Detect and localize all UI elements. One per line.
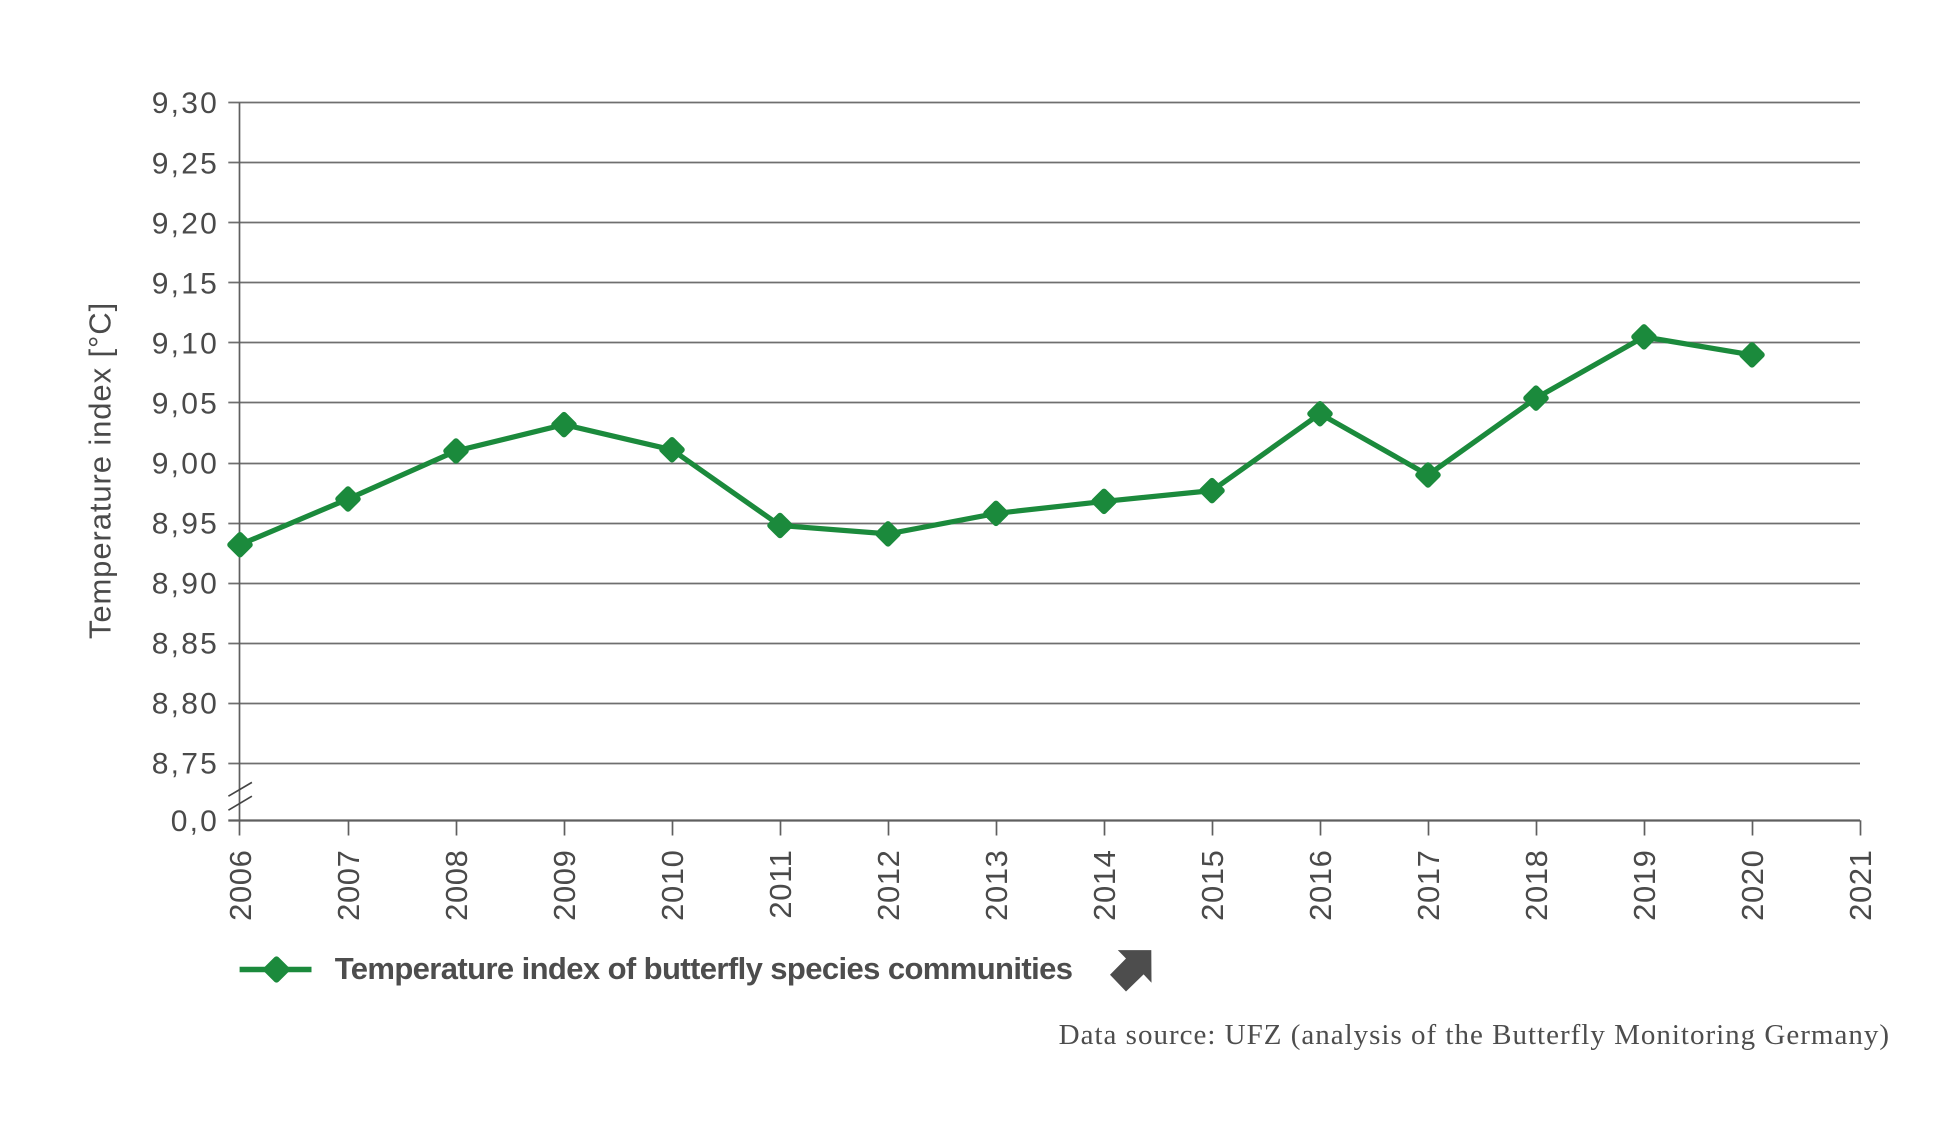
- svg-text:8,75: 8,75: [152, 748, 219, 781]
- svg-text:2013: 2013: [979, 850, 1014, 921]
- svg-text:Temperature index of butterfly: Temperature index of butterfly species c…: [335, 951, 1073, 986]
- svg-text:2008: 2008: [439, 850, 474, 921]
- svg-text:2006: 2006: [223, 850, 258, 921]
- svg-text:2012: 2012: [871, 850, 906, 921]
- svg-text:9,25: 9,25: [152, 147, 219, 180]
- svg-text:8,80: 8,80: [152, 688, 219, 721]
- svg-text:0,0: 0,0: [171, 805, 219, 838]
- svg-text:9,05: 9,05: [152, 387, 219, 420]
- svg-text:2010: 2010: [655, 850, 690, 921]
- svg-text:2020: 2020: [1735, 850, 1770, 921]
- svg-text:9,30: 9,30: [152, 87, 219, 120]
- svg-text:9,20: 9,20: [152, 207, 219, 240]
- svg-text:8,90: 8,90: [152, 568, 219, 601]
- svg-text:9,15: 9,15: [152, 267, 219, 300]
- svg-text:8,85: 8,85: [152, 628, 219, 661]
- svg-text:2007: 2007: [331, 850, 366, 921]
- svg-text:2018: 2018: [1519, 850, 1554, 921]
- svg-text:8,95: 8,95: [152, 508, 219, 541]
- svg-text:9,10: 9,10: [152, 327, 219, 360]
- svg-text:2016: 2016: [1303, 850, 1338, 921]
- svg-text:2019: 2019: [1627, 850, 1662, 921]
- svg-text:2017: 2017: [1411, 850, 1446, 921]
- svg-text:2021: 2021: [1843, 850, 1878, 921]
- svg-text:Data source: UFZ (analysis of: Data source: UFZ (analysis of the Butter…: [1059, 1019, 1890, 1051]
- svg-text:2011: 2011: [763, 850, 798, 919]
- svg-text:Temperature index [°C]: Temperature index [°C]: [83, 302, 118, 639]
- svg-text:2015: 2015: [1195, 850, 1230, 921]
- svg-text:2009: 2009: [547, 850, 582, 921]
- svg-text:9,00: 9,00: [152, 448, 219, 481]
- svg-text:2014: 2014: [1087, 850, 1122, 921]
